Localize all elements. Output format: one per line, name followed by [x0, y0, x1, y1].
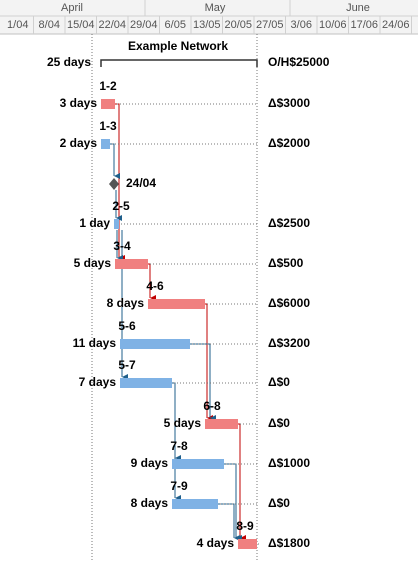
week-label: 17/06 — [350, 19, 378, 31]
task-id: 2-5 — [112, 199, 130, 213]
task-bar — [120, 378, 172, 388]
task-duration: 2 days — [60, 136, 98, 150]
task-duration: 4 days — [197, 536, 235, 550]
task-duration: 11 days — [73, 336, 117, 350]
task-bar — [238, 539, 257, 549]
task-cost: Δ$0 — [268, 496, 290, 510]
task-bar — [172, 459, 224, 469]
summary-bar — [100, 59, 258, 67]
milestone-label: 24/04 — [126, 176, 156, 190]
week-label: 20/05 — [224, 19, 252, 31]
task-id: 1-2 — [99, 79, 117, 93]
summary-duration: 25 days — [47, 55, 91, 69]
task-bar — [120, 339, 190, 349]
task-cost: Δ$2500 — [268, 216, 310, 230]
task-duration: 5 days — [164, 416, 202, 430]
week-label: 10/06 — [319, 19, 347, 31]
task-id: 3-4 — [113, 239, 131, 253]
summary-cost: O/H$25000 — [268, 55, 330, 69]
task-bar — [205, 419, 238, 429]
task-bar — [148, 299, 205, 309]
task-id: 7-9 — [170, 479, 188, 493]
task-id: 7-8 — [170, 439, 188, 453]
task-cost: Δ$3200 — [268, 336, 310, 350]
connector — [115, 103, 125, 261]
task-id: 4-6 — [146, 279, 164, 293]
task-cost: Δ$1800 — [268, 536, 310, 550]
task-duration: 9 days — [131, 456, 169, 470]
week-label: 13/05 — [193, 19, 221, 31]
week-label: 29/04 — [130, 19, 158, 31]
week-label: 24/06 — [382, 19, 410, 31]
week-label: 22/04 — [98, 19, 126, 31]
task-id: 5-7 — [118, 358, 136, 372]
month-label: May — [205, 2, 226, 14]
task-id: 8-9 — [236, 519, 254, 533]
task-cost: Δ$0 — [268, 416, 290, 430]
week-label: 27/05 — [256, 19, 284, 31]
task-id: 1-3 — [99, 119, 117, 133]
task-id: 6-8 — [203, 399, 221, 413]
task-bar — [172, 499, 218, 509]
task-bar — [115, 259, 148, 269]
task-id: 5-6 — [118, 319, 136, 333]
task-cost: Δ$1000 — [268, 456, 310, 470]
week-label: 6/05 — [165, 19, 186, 31]
milestone — [109, 178, 119, 190]
task-duration: 3 days — [60, 96, 98, 110]
month-label: April — [61, 2, 83, 14]
task-duration: 1 day — [79, 216, 110, 230]
task-bar — [114, 219, 119, 229]
task-cost: Δ$0 — [268, 375, 290, 389]
task-duration: 5 days — [74, 256, 112, 270]
week-label: 3/06 — [291, 19, 312, 31]
task-cost: Δ$2000 — [268, 136, 310, 150]
task-bar — [101, 139, 110, 149]
week-label: 1/04 — [7, 19, 28, 31]
task-cost: Δ$500 — [268, 256, 304, 270]
week-label: 8/04 — [39, 19, 60, 31]
connector — [110, 143, 120, 179]
task-cost: Δ$6000 — [268, 296, 310, 310]
task-duration: 7 days — [79, 375, 117, 389]
week-label: 15/04 — [67, 19, 95, 31]
connector — [218, 503, 240, 541]
month-label: June — [346, 2, 370, 14]
chart-title: Example Network — [128, 39, 228, 53]
task-cost: Δ$3000 — [268, 96, 310, 110]
task-duration: 8 days — [131, 496, 169, 510]
task-bar — [101, 99, 115, 109]
task-duration: 8 days — [107, 296, 145, 310]
